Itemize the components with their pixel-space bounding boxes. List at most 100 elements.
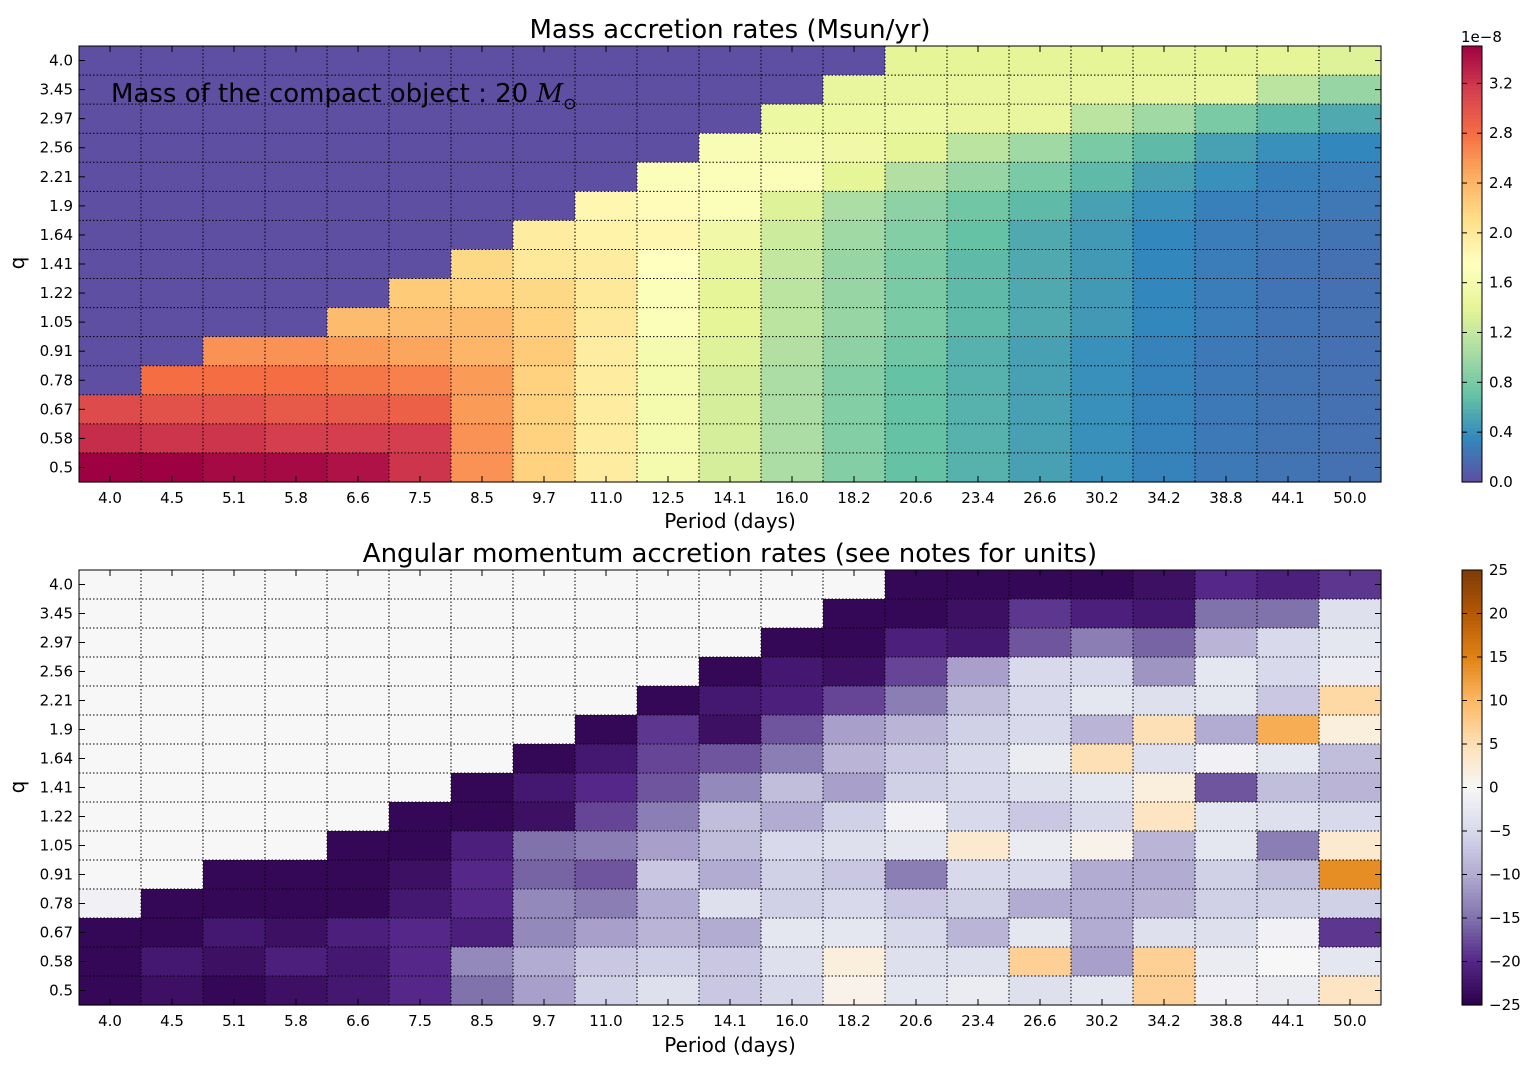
colorbar-segment bbox=[1462, 667, 1482, 673]
heatmap-cell bbox=[575, 249, 638, 280]
heatmap-cell bbox=[327, 220, 390, 251]
heatmap-cell bbox=[389, 715, 452, 745]
heatmap-cell bbox=[1133, 686, 1196, 716]
colorbar-segment bbox=[1462, 115, 1482, 120]
heatmap-cell bbox=[265, 831, 328, 861]
colorbar-segment bbox=[1462, 834, 1482, 839]
mass-accretion-title: Mass accretion rates (Msun/yr) bbox=[529, 15, 930, 45]
heatmap-cell bbox=[1195, 773, 1258, 803]
heatmap-cell bbox=[1009, 599, 1072, 629]
heatmap-cell bbox=[451, 686, 514, 716]
y-tick-label: 1.05 bbox=[40, 837, 73, 855]
colorbar-segment bbox=[1462, 249, 1482, 254]
colorbar-segment bbox=[1462, 776, 1482, 781]
x-tick-label: 30.2 bbox=[1085, 1012, 1118, 1030]
colorbar-segment bbox=[1462, 881, 1482, 886]
heatmap-cell bbox=[1009, 773, 1072, 803]
heatmap-cell bbox=[1071, 394, 1134, 425]
heatmap-cell bbox=[513, 628, 576, 658]
compact-object-annotation: Mass of the compact object : 20 M⊙ bbox=[111, 79, 577, 113]
colorbar-segment bbox=[1462, 921, 1482, 926]
colorbar-tick-label: 3.2 bbox=[1489, 74, 1513, 92]
heatmap-cell bbox=[327, 278, 390, 309]
heatmap-cell bbox=[513, 75, 576, 105]
colorbar-segment bbox=[1462, 129, 1482, 134]
heatmap-cell bbox=[885, 686, 948, 716]
colorbar-segment bbox=[1462, 412, 1482, 418]
heatmap-cell bbox=[1195, 918, 1258, 948]
heatmap-cell bbox=[1257, 715, 1320, 745]
colorbar-segment bbox=[1462, 151, 1482, 156]
heatmap-cell bbox=[265, 365, 328, 396]
heatmap-cell bbox=[141, 773, 204, 803]
mass-accretion-xlabel: Period (days) bbox=[664, 509, 796, 533]
heatmap-cell bbox=[79, 599, 142, 629]
heatmap-cell bbox=[885, 715, 948, 745]
x-tick-label: 11.0 bbox=[589, 1012, 622, 1030]
angular-momentum-y-ticks: 4.0 3.45 2.97 2.56 2.21 1.9 1.64 1.41 1.22 1.05 0.… bbox=[40, 576, 1381, 1000]
heatmap-cell bbox=[637, 249, 700, 280]
heatmap-cell bbox=[1133, 278, 1196, 309]
heatmap-cell bbox=[1133, 133, 1196, 163]
heatmap-cell bbox=[513, 918, 576, 948]
x-tick-label: 11.0 bbox=[589, 489, 622, 507]
colorbar-segment bbox=[1462, 841, 1482, 847]
colorbar-segment bbox=[1462, 362, 1482, 367]
heatmap-cell bbox=[823, 75, 886, 105]
colorbar-segment bbox=[1462, 67, 1482, 73]
colorbar-segment bbox=[1462, 700, 1482, 705]
colorbar-segment bbox=[1462, 972, 1482, 977]
heatmap-cell bbox=[699, 249, 762, 280]
colorbar-segment bbox=[1462, 588, 1482, 593]
heatmap-cell bbox=[327, 104, 390, 134]
x-tick-label: 12.5 bbox=[651, 489, 684, 507]
heatmap-cell bbox=[575, 918, 638, 948]
colorbar-segment bbox=[1462, 961, 1482, 966]
heatmap-cell bbox=[141, 220, 204, 251]
heatmap-cell bbox=[575, 394, 638, 425]
heatmap-cell bbox=[823, 889, 886, 919]
colorbar-segment bbox=[1462, 802, 1482, 807]
heatmap-cell bbox=[1071, 365, 1134, 396]
heatmap-cell bbox=[885, 860, 948, 890]
colorbar-tick-label: 2.0 bbox=[1489, 224, 1513, 242]
mass-accretion-heatmap bbox=[79, 46, 1382, 483]
heatmap-cell bbox=[203, 104, 266, 134]
heatmap-cell bbox=[203, 802, 266, 832]
heatmap-cell bbox=[451, 744, 514, 774]
colorbar-segment bbox=[1462, 144, 1482, 149]
heatmap-cell bbox=[265, 773, 328, 803]
heatmap-cell bbox=[947, 365, 1010, 396]
heatmap-cell bbox=[761, 599, 824, 629]
colorbar-segment bbox=[1462, 180, 1482, 185]
colorbar-segment bbox=[1462, 889, 1482, 894]
y-tick-label: 1.22 bbox=[40, 808, 73, 826]
heatmap-cell bbox=[947, 860, 1010, 890]
colorbar-segment bbox=[1462, 638, 1482, 644]
heatmap-cell bbox=[885, 75, 948, 105]
colorbar-segment bbox=[1462, 754, 1482, 760]
heatmap-cell bbox=[1257, 423, 1320, 454]
colorbar-segment bbox=[1462, 577, 1482, 582]
colorbar-segment bbox=[1462, 224, 1482, 229]
colorbar-segment bbox=[1462, 394, 1482, 400]
heatmap-cell bbox=[327, 423, 390, 454]
heatmap-cell bbox=[327, 918, 390, 948]
colorbar-segment bbox=[1462, 783, 1482, 789]
heatmap-cell bbox=[327, 599, 390, 629]
heatmap-cell bbox=[823, 220, 886, 251]
colorbar-segment bbox=[1462, 910, 1482, 915]
y-tick-label: 0.91 bbox=[40, 342, 73, 360]
heatmap-cell bbox=[947, 744, 1010, 774]
colorbar-segment bbox=[1462, 903, 1482, 908]
heatmap-cell bbox=[451, 715, 514, 745]
y-tick-label: 2.21 bbox=[40, 692, 73, 710]
heatmap-cell bbox=[761, 365, 824, 396]
colorbar-segment bbox=[1462, 729, 1482, 734]
heatmap-cell bbox=[823, 657, 886, 687]
x-tick-label: 16.0 bbox=[775, 1012, 808, 1030]
heatmap-cell bbox=[947, 802, 1010, 832]
heatmap-cell bbox=[513, 307, 576, 338]
x-tick-label: 9.7 bbox=[532, 1012, 556, 1030]
heatmap-cell bbox=[451, 599, 514, 629]
